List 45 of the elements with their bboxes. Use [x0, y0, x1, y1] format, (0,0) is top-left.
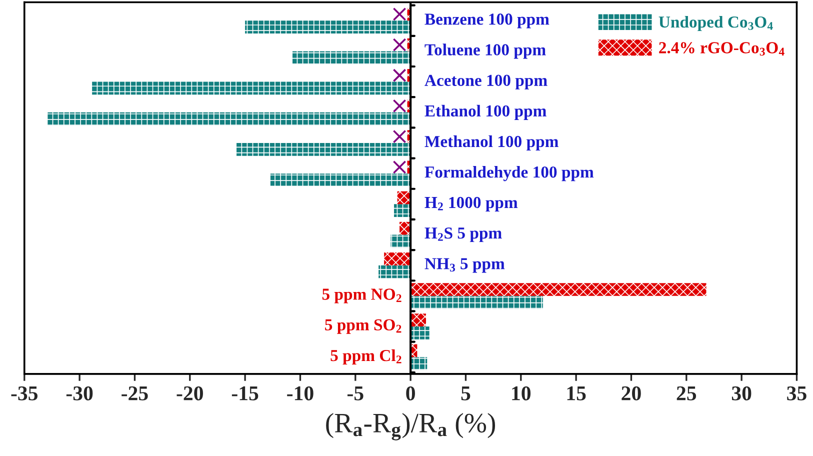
x-tick-label: 30	[732, 386, 752, 400]
bar	[410, 296, 543, 309]
x-tick-label: -20	[176, 386, 203, 400]
y-tick-label: 5 ppm NO$_{2}$	[322, 288, 402, 304]
y-tick-label: H$_{2}$ 1000 ppm	[424, 196, 518, 212]
bar	[48, 112, 411, 126]
x-tick-label: -35	[11, 386, 38, 400]
bar	[410, 314, 426, 327]
legend-label: Undoped Co$_{3}$O$_{4}$	[658, 16, 773, 32]
x-tick-label: -15	[232, 386, 258, 400]
x-tick-label: 35	[787, 386, 806, 400]
y-tick-label: Ethanol 100 ppm	[424, 104, 546, 120]
bar	[92, 82, 411, 95]
y-tick-label: Benzene 100 ppm	[424, 14, 550, 28]
x-tick-label: 15	[567, 386, 586, 400]
y-tick-label: Methanol 100 ppm	[424, 135, 558, 151]
bar	[410, 326, 430, 340]
x-tick-label: 0	[406, 386, 415, 400]
legend-label: 2.4% rGO-Co$_{3}$O$_{4}$	[659, 42, 784, 56]
y-tick-label: 5 ppm SO$_{2}$	[325, 319, 402, 334]
x-tick-label: -5	[347, 386, 364, 400]
x-tick-label: -30	[66, 386, 93, 400]
x-tick-label: 20	[622, 386, 641, 400]
x-tick-label: 10	[512, 386, 531, 400]
x-tick-label: 5	[461, 386, 470, 400]
y-tick-label: Toluene 100 ppm	[424, 44, 546, 59]
x-tick-label: -25	[122, 386, 148, 400]
bar	[236, 142, 411, 156]
bar	[245, 20, 411, 34]
bar	[270, 174, 411, 186]
bar	[384, 252, 411, 266]
y-tick-label: H$_{2}$S 5 ppm	[424, 227, 502, 242]
y-tick-label: NH$_{3}$ 5 ppm	[424, 258, 505, 273]
bar	[292, 51, 411, 64]
bar	[390, 234, 411, 248]
y-tick-label: Formaldehyde 100 ppm	[424, 166, 594, 182]
bar	[410, 357, 428, 370]
y-tick-label: 5 ppm Cl$_{2}$	[330, 349, 402, 365]
x-tick-label: -10	[287, 386, 314, 400]
x-axis-title: (R$_{a}$-R$_{g}$)/R$_{a}$ (%)	[326, 412, 496, 440]
x-tick-label: 25	[676, 386, 696, 400]
y-tick-label: Acetone 100 ppm	[424, 74, 548, 90]
bar	[410, 283, 706, 296]
bar	[378, 265, 411, 278]
bar	[394, 204, 411, 218]
